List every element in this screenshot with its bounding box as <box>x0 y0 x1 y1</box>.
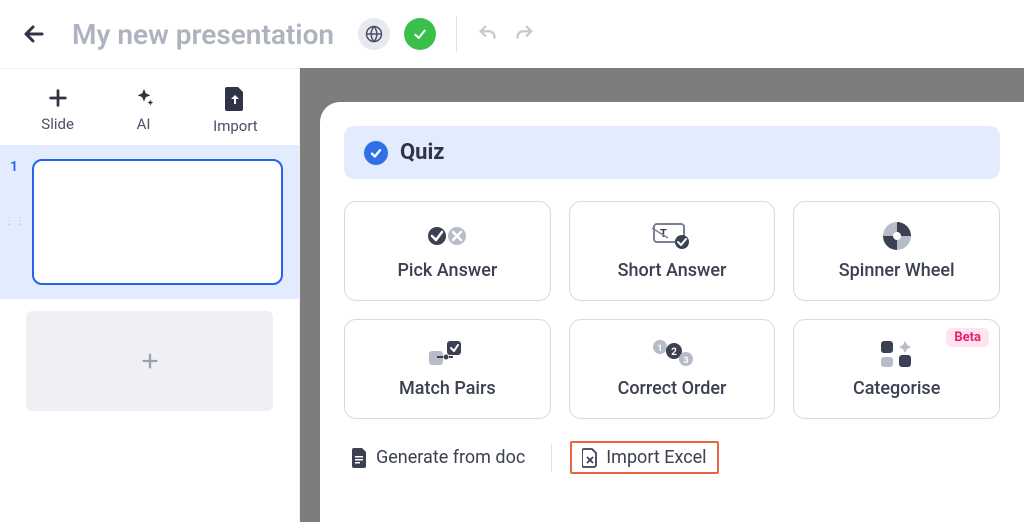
generate-from-doc-label: Generate from doc <box>376 447 525 468</box>
spinner-wheel-icon <box>881 222 913 250</box>
globe-icon <box>365 25 383 43</box>
back-button[interactable] <box>12 12 56 56</box>
doc-icon <box>352 448 368 468</box>
quiz-check-icon <box>364 141 388 165</box>
card-label: Pick Answer <box>397 260 497 281</box>
ai-label: AI <box>137 115 151 133</box>
slide-thumb-canvas <box>32 159 283 285</box>
slide-number: 1 <box>10 159 26 175</box>
card-label: Spinner Wheel <box>839 260 955 281</box>
categorise-icon <box>879 340 915 368</box>
sparkle-icon <box>133 87 155 109</box>
undo-button[interactable] <box>477 23 499 45</box>
svg-text:2: 2 <box>671 347 677 358</box>
drag-handle-icon[interactable]: ⋮⋮ <box>4 220 26 224</box>
quiz-type-grid: Pick Answer T Short Answer Spinner Wheel <box>344 201 1000 419</box>
editor-canvas: Quiz Pick Answer T Short Answer <box>300 68 1024 522</box>
pick-answer-icon <box>425 222 469 250</box>
panel-header-quiz[interactable]: Quiz <box>344 126 1000 179</box>
generate-from-doc-button[interactable]: Generate from doc <box>344 443 533 472</box>
file-upload-icon <box>225 87 245 111</box>
header-icon-group <box>358 16 535 52</box>
panel-title: Quiz <box>400 140 445 165</box>
card-spinner-wheel[interactable]: Spinner Wheel <box>793 201 1000 301</box>
excel-file-icon <box>582 448 598 468</box>
import-excel-label: Import Excel <box>606 447 706 468</box>
presentation-title[interactable]: My new presentation <box>72 18 334 51</box>
card-label: Categorise <box>853 378 940 399</box>
card-short-answer[interactable]: T Short Answer <box>569 201 776 301</box>
slide-thumbnail-1[interactable]: ⋮⋮ 1 <box>0 145 299 299</box>
app-header: My new presentation <box>0 0 1024 68</box>
beta-badge: Beta <box>946 328 989 347</box>
slide-sidebar: Slide AI Import ⋮⋮ 1 <box>0 68 300 522</box>
card-label: Match Pairs <box>399 378 496 399</box>
import-button[interactable]: Import <box>213 87 258 135</box>
check-icon <box>412 26 428 42</box>
card-label: Short Answer <box>618 260 727 281</box>
svg-text:3: 3 <box>683 356 688 366</box>
match-pairs-icon <box>425 340 469 368</box>
slide-thumbnails: ⋮⋮ 1 <box>0 145 299 522</box>
card-pick-answer[interactable]: Pick Answer <box>344 201 551 301</box>
svg-text:1: 1 <box>657 344 662 354</box>
card-categorise[interactable]: Beta Categorise <box>793 319 1000 419</box>
card-match-pairs[interactable]: Match Pairs <box>344 319 551 419</box>
header-divider <box>456 16 457 52</box>
import-label: Import <box>213 117 258 135</box>
new-slide-button[interactable]: Slide <box>41 87 74 135</box>
visibility-button[interactable] <box>358 18 390 50</box>
plus-icon <box>47 87 69 109</box>
redo-icon <box>513 23 535 45</box>
ai-button[interactable]: AI <box>133 87 155 135</box>
save-status-indicator <box>404 18 436 50</box>
import-excel-button[interactable]: Import Excel <box>570 441 718 474</box>
slide-type-panel: Quiz Pick Answer T Short Answer <box>320 102 1024 522</box>
short-answer-icon: T <box>652 222 692 250</box>
app-body: Slide AI Import ⋮⋮ 1 <box>0 68 1024 522</box>
panel-footer-links: Generate from doc Import Excel <box>344 441 1000 474</box>
add-slide-placeholder[interactable] <box>26 311 273 411</box>
sidebar-actions: Slide AI Import <box>0 69 299 145</box>
arrow-left-icon <box>22 22 46 46</box>
new-slide-label: Slide <box>41 115 74 133</box>
card-label: Correct Order <box>618 378 727 399</box>
plus-icon <box>139 350 161 372</box>
footer-divider <box>551 444 552 472</box>
correct-order-icon: 123 <box>650 340 694 368</box>
redo-button[interactable] <box>513 23 535 45</box>
card-correct-order[interactable]: 123 Correct Order <box>569 319 776 419</box>
undo-icon <box>477 23 499 45</box>
